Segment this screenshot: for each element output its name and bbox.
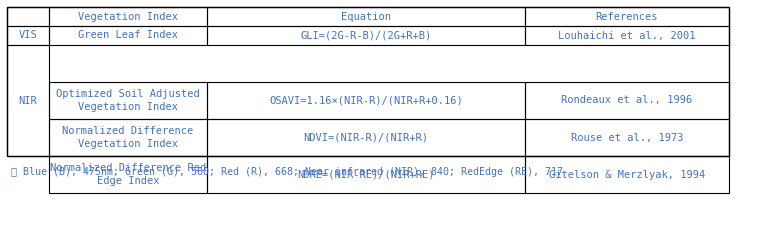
Bar <box>525 7 729 26</box>
Bar <box>49 7 207 26</box>
Text: GLI=(2G-R-B)/(2G+R+B): GLI=(2G-R-B)/(2G+R+B) <box>300 30 431 41</box>
Bar <box>49 26 207 45</box>
Text: Optimized Soil Adjusted
Vegetation Index: Optimized Soil Adjusted Vegetation Index <box>56 89 200 112</box>
Bar <box>525 26 729 45</box>
Bar <box>49 82 207 119</box>
Bar <box>49 156 207 193</box>
Bar <box>7 7 49 26</box>
Text: Gitelson & Merzlyak, 1994: Gitelson & Merzlyak, 1994 <box>549 169 705 180</box>
Text: Rouse et al., 1973: Rouse et al., 1973 <box>571 133 684 142</box>
Text: NIR: NIR <box>18 95 37 106</box>
Text: VIS: VIS <box>18 30 37 41</box>
Bar <box>525 82 729 119</box>
Bar <box>207 119 525 156</box>
Text: Normalized Difference Red
Edge Index: Normalized Difference Red Edge Index <box>50 163 207 186</box>
Text: Green Leaf Index: Green Leaf Index <box>78 30 178 41</box>
Bar <box>207 26 525 45</box>
Text: ※ Blue (B), 475nm; Green (G), 560; Red (R), 668; Near infrared (NIR), 840; RedEd: ※ Blue (B), 475nm; Green (G), 560; Red (… <box>11 167 563 177</box>
Bar <box>49 119 207 156</box>
Bar <box>207 82 525 119</box>
Text: Rondeaux et al., 1996: Rondeaux et al., 1996 <box>562 95 693 106</box>
Text: Vegetation Index: Vegetation Index <box>78 11 178 22</box>
Bar <box>207 7 525 26</box>
Bar <box>525 156 729 193</box>
Bar <box>7 45 49 156</box>
Text: NDVI=(NIR-R)/(NIR+R): NDVI=(NIR-R)/(NIR+R) <box>303 133 428 142</box>
Bar <box>7 7 729 156</box>
Bar <box>525 119 729 156</box>
Text: NDRE=(NIR-RE)/(NIR+RE): NDRE=(NIR-RE)/(NIR+RE) <box>297 169 435 180</box>
Text: Equation: Equation <box>341 11 391 22</box>
Text: OSAVI=1.16×(NIR-R)/(NIR+R+0.16): OSAVI=1.16×(NIR-R)/(NIR+R+0.16) <box>269 95 463 106</box>
Text: Louhaichi et al., 2001: Louhaichi et al., 2001 <box>559 30 696 41</box>
Bar <box>7 26 49 45</box>
Text: References: References <box>596 11 658 22</box>
Bar <box>207 156 525 193</box>
Text: Normalized Difference
Vegetation Index: Normalized Difference Vegetation Index <box>62 126 194 149</box>
